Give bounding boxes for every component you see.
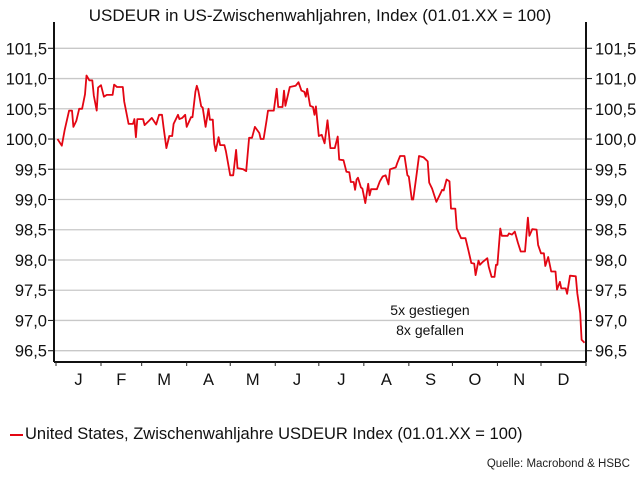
- legend: United States, Zwischenwahljahre USDEUR …: [10, 425, 523, 444]
- x-tick-label: J: [74, 371, 82, 389]
- x-tick-label: F: [116, 371, 126, 389]
- x-tick-label: M: [246, 371, 260, 389]
- y-tick-label-left: 97,5: [15, 282, 47, 300]
- legend-swatch: [10, 433, 23, 436]
- annotation-rose: 5x gestiegen: [390, 302, 470, 318]
- x-tick-label: J: [337, 371, 345, 389]
- y-tick-label-right: 101,5: [595, 40, 636, 58]
- y-tick-label-right: 97,0: [595, 312, 627, 330]
- y-tick-label-left: 101,0: [6, 71, 47, 89]
- y-tick-label-right: 101,0: [595, 71, 636, 89]
- x-tick-label: S: [425, 371, 436, 389]
- y-tick-label-right: 96,5: [595, 343, 627, 361]
- x-tick-label: N: [513, 371, 525, 389]
- source-note: Quelle: Macrobond & HSBC: [486, 458, 630, 470]
- y-tick-label-left: 98,0: [15, 252, 47, 270]
- y-tick-label-left: 101,5: [6, 40, 47, 58]
- y-tick-label-right: 100,0: [595, 131, 636, 149]
- x-tick-label: D: [558, 371, 570, 389]
- y-tick-label-right: 98,5: [595, 222, 627, 240]
- y-tick-label-left: 98,5: [15, 222, 47, 240]
- y-tick-label-left: 99,0: [15, 192, 47, 210]
- y-tick-label-right: 99,5: [595, 161, 627, 179]
- y-tick-label-right: 98,0: [595, 252, 627, 270]
- legend-label: United States, Zwischenwahljahre USDEUR …: [25, 425, 523, 443]
- x-tick-label: A: [203, 371, 214, 389]
- chart-title: USDEUR in US-Zwischenwahljahren, Index (…: [88, 6, 552, 25]
- series-line-usdeur: [56, 74, 586, 344]
- x-tick-label: A: [381, 371, 392, 389]
- x-tick-label: M: [157, 371, 171, 389]
- x-tick-label: J: [293, 371, 301, 389]
- y-tick-label-left: 100,5: [6, 101, 47, 119]
- annotation-fell: 8x gefallen: [396, 322, 464, 338]
- y-tick-label-left: 100,0: [6, 131, 47, 149]
- x-tick-label: O: [468, 371, 481, 389]
- y-tick-label-right: 100,5: [595, 101, 636, 119]
- y-tick-label-right: 97,5: [595, 282, 627, 300]
- annotation: 5x gestiegen 8x gefallen: [360, 300, 500, 340]
- y-tick-label-left: 97,0: [15, 312, 47, 330]
- y-tick-label-left: 96,5: [15, 343, 47, 361]
- y-tick-label-left: 99,5: [15, 161, 47, 179]
- y-tick-label-right: 99,0: [595, 192, 627, 210]
